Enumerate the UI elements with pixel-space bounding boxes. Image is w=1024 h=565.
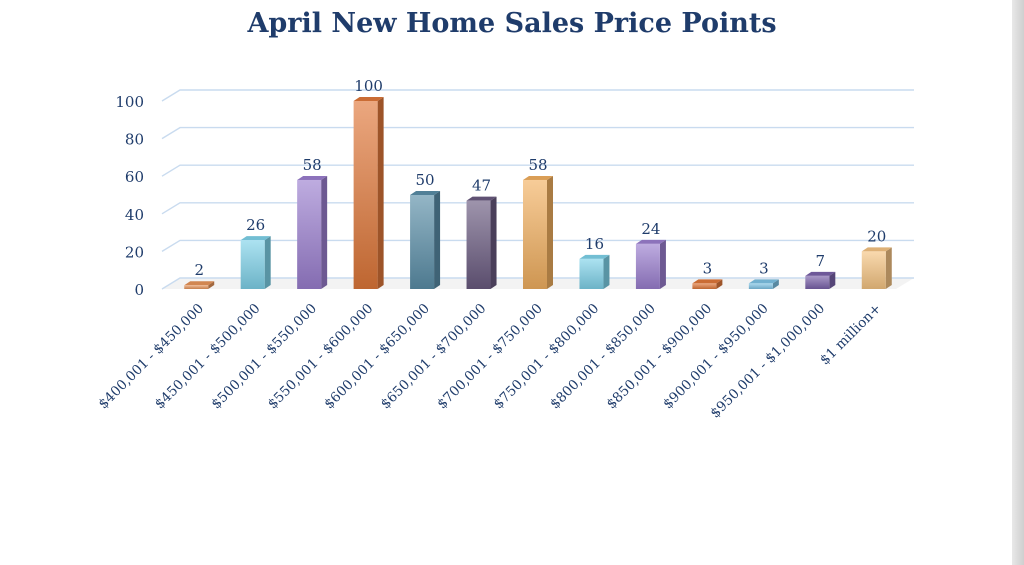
x-tick-label: $900,001 - $950,000 (660, 301, 772, 413)
bar-side (490, 196, 497, 289)
gridline (161, 126, 914, 140)
bar (353, 101, 378, 289)
bar-side (434, 191, 441, 289)
gridline (161, 89, 914, 102)
bar-side (829, 271, 836, 289)
y-tick-label: 100 (115, 93, 144, 111)
bar (805, 275, 830, 289)
x-tick-label: $1 million+ (817, 301, 885, 369)
data-label: 58 (528, 156, 547, 174)
bar-side (885, 247, 892, 289)
bar-side (377, 97, 384, 289)
bar-top (410, 191, 441, 195)
bar-top (297, 175, 328, 180)
gridline (161, 164, 914, 177)
data-label: 2 (194, 261, 204, 279)
bar-side (547, 175, 553, 289)
bar-top (635, 239, 666, 244)
bar-side (716, 279, 723, 289)
x-tick-label: $500,001 - $550,000 (208, 301, 320, 413)
bar (297, 179, 322, 289)
y-tick-label: 40 (125, 206, 144, 224)
x-tick-label: $600,001 - $650,000 (321, 301, 433, 413)
data-label: 16 (585, 235, 604, 253)
bar (523, 179, 547, 289)
bar-side (264, 236, 271, 289)
x-tick-label: $450,001 - $500,000 (152, 301, 264, 413)
x-tick-label: $850,001 - $900,000 (604, 301, 716, 413)
x-tick-label: $650,001 - $700,000 (378, 301, 490, 413)
bar-top (805, 271, 836, 276)
bar-side (208, 281, 215, 289)
data-label: 7 (816, 252, 826, 270)
data-label: 3 (703, 259, 713, 277)
bar (410, 195, 435, 289)
bar (861, 251, 886, 289)
bar-top (240, 236, 271, 241)
bar-top (579, 254, 610, 259)
bar-side (659, 239, 666, 289)
data-label: 3 (759, 259, 769, 277)
bar (748, 283, 773, 289)
data-label: 50 (416, 171, 435, 189)
bar-side (321, 175, 328, 289)
x-tick-label: $800,001 - $850,000 (547, 301, 659, 413)
gridline (161, 239, 914, 252)
bar-top (466, 196, 497, 201)
data-label: 20 (867, 227, 886, 245)
bar-top (184, 281, 215, 286)
bar-top (353, 97, 384, 101)
bar (692, 283, 717, 289)
x-tick-label: $400,001 - $450,000 (95, 301, 207, 413)
y-tick-label: 0 (134, 281, 144, 299)
bar-top (523, 175, 553, 180)
x-tick-label: $750,001 - $800,000 (491, 301, 603, 413)
x-tick-label: $950,001 - $1,000,000 (707, 301, 828, 422)
bar (184, 285, 209, 289)
x-tick-label: $550,001 - $600,000 (265, 301, 377, 413)
gridline (161, 277, 914, 290)
bar (579, 258, 604, 289)
bar-side (772, 279, 779, 289)
data-label: 58 (303, 156, 322, 174)
x-tick-label: $700,001 - $750,000 (434, 301, 546, 413)
bar-side (603, 254, 610, 289)
data-label: 100 (354, 77, 383, 95)
bar (635, 243, 660, 289)
y-tick-label: 60 (125, 168, 144, 186)
data-label: 26 (246, 216, 265, 234)
bar-top (748, 279, 779, 284)
y-tick-label: 80 (125, 131, 144, 149)
data-label: 47 (472, 177, 491, 195)
y-tick-label: 20 (125, 243, 144, 261)
chart-title: April New Home Sales Price Points (247, 8, 777, 39)
gridline (161, 202, 914, 215)
data-label: 24 (641, 220, 660, 238)
bar-top (861, 247, 892, 252)
bar (240, 240, 265, 289)
bar (466, 200, 491, 289)
bar-top (692, 279, 723, 284)
page-edge (1012, 0, 1024, 565)
